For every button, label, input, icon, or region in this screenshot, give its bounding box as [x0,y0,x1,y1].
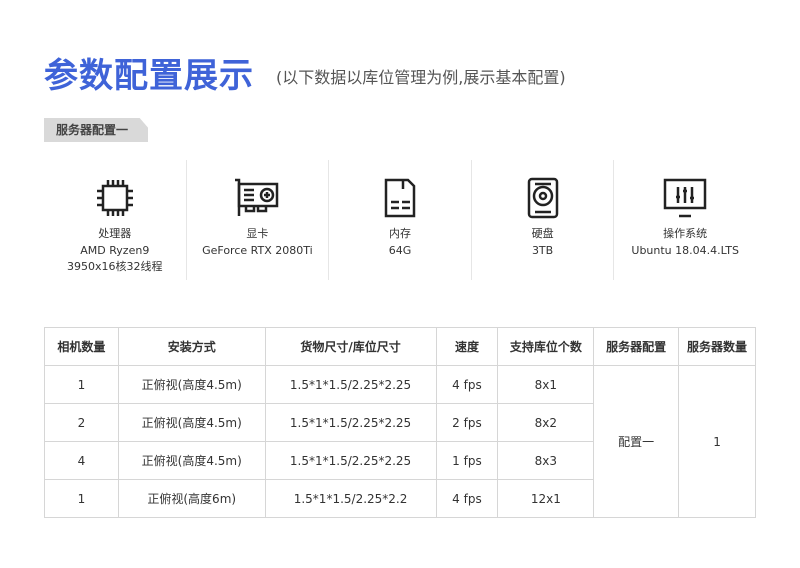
cell: 8x1 [497,365,595,404]
spec-cpu: 处理器 AMD Ryzen9 3950x16核32线程 [44,160,187,280]
spec-gpu: 显卡 GeForce RTX 2080Ti [187,160,330,280]
table-header-row: 相机数量 安装方式 货物尺寸/库位尺寸 速度 支持库位个数 服务器配置 服务器数… [44,327,756,366]
spec-value-detail: 3950x16核32线程 [67,260,163,273]
spec-value: 64G [388,243,412,257]
cell: 1.5*1*1.5/2.25*2.25 [264,441,437,480]
cell: 12x1 [497,479,595,518]
config-table: 相机数量 安装方式 货物尺寸/库位尺寸 速度 支持库位个数 服务器配置 服务器数… [44,327,756,518]
cell: 1.5*1*1.5/2.25*2.2 [264,479,437,518]
cell: 2 [44,403,119,442]
cell: 4 fps [435,365,499,404]
cell: 1 [44,479,119,518]
spec-value: AMD Ryzen9 [80,243,150,257]
cell: 1 [44,365,119,404]
spec-label: 操作系统 [663,227,708,240]
header-size: 货物尺寸/库位尺寸 [264,327,437,366]
cell: 正俯视(高度6m) [117,479,266,518]
spec-label: 处理器 [98,227,132,240]
spec-label: 显卡 [246,227,269,240]
page-subtitle: (以下数据以库位管理为例,展示基本配置) [276,68,566,87]
table-row: 1 正俯视(高度6m) 1.5*1*1.5/2.25*2.2 4 fps 12x… [44,479,756,518]
cell: 4 fps [435,479,499,518]
graphics-card-icon [235,178,279,216]
cell: 1.5*1*1.5/2.25*2.25 [264,365,437,404]
cpu-icon [96,180,133,216]
header-slots: 支持库位个数 [497,327,595,366]
spec-value: 3TB [531,243,554,257]
spec-label: 硬盘 [531,227,554,240]
cell: 1.5*1*1.5/2.25*2.25 [264,403,437,442]
spec-value: Ubuntu 18.04.4.LTS [631,243,739,257]
header-install-method: 安装方式 [117,327,266,366]
cell: 正俯视(高度4.5m) [117,365,266,404]
monitor-settings-icon [663,178,707,218]
hard-disk-icon [527,177,558,219]
spec-os: 操作系统 Ubuntu 18.04.4.LTS [614,160,756,280]
memory-icon [384,178,416,218]
spec-memory: 内存 64G [329,160,472,280]
server-config-cell: 配置一 [593,365,680,518]
spec-value: GeForce RTX 2080Ti [202,243,313,257]
cell: 正俯视(高度4.5m) [117,441,266,480]
header-camera-count: 相机数量 [44,327,119,366]
cell: 1 fps [435,441,499,480]
spec-disk: 硬盘 3TB [472,160,615,280]
section-tag: 服务器配置一 [44,118,148,142]
cell: 正俯视(高度4.5m) [117,403,266,442]
header-server-config: 服务器配置 [593,327,680,366]
cell: 2 fps [435,403,499,442]
spec-label: 内存 [388,227,411,240]
table-row: 1 正俯视(高度4.5m) 1.5*1*1.5/2.25*2.25 4 fps … [44,365,756,518]
cell: 4 [44,441,119,480]
server-count-cell: 1 [678,365,756,518]
table-row: 4 正俯视(高度4.5m) 1.5*1*1.5/2.25*2.25 1 fps … [44,441,756,480]
spec-list: 处理器 AMD Ryzen9 3950x16核32线程 显卡 GeForce R… [44,160,756,280]
header-server-count: 服务器数量 [678,327,756,366]
cell: 8x2 [497,403,595,442]
header-speed: 速度 [435,327,499,366]
page-title: 参数配置展示 [44,56,254,96]
cell: 8x3 [497,441,595,480]
